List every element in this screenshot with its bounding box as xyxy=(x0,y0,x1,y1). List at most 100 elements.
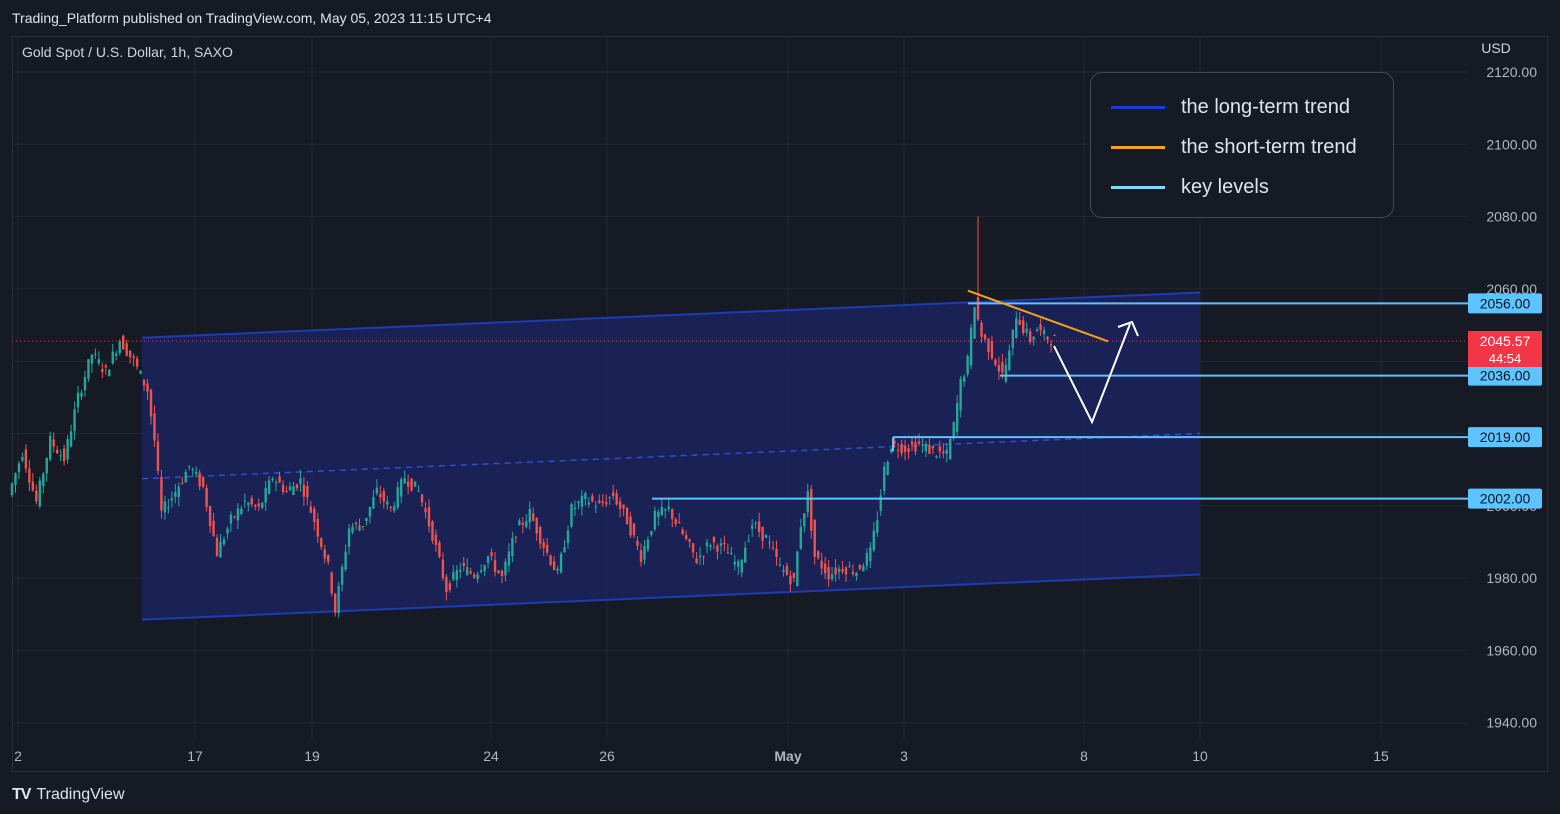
candle-body xyxy=(584,493,587,500)
candle-body xyxy=(587,502,591,505)
candle-body xyxy=(212,520,215,536)
candle-body xyxy=(101,369,104,372)
candle-body xyxy=(945,449,948,454)
candle-body xyxy=(309,506,313,513)
candle-body xyxy=(459,569,462,572)
candle-body xyxy=(330,572,333,594)
candle-body xyxy=(608,497,611,499)
candle-body xyxy=(643,545,646,560)
candle-body xyxy=(368,506,372,517)
candle-body xyxy=(42,473,45,487)
candle-body xyxy=(837,568,841,573)
candle-body xyxy=(611,492,615,497)
candle-body xyxy=(441,559,445,578)
key-level-label: 2056.00 xyxy=(1480,295,1531,311)
candle-body xyxy=(855,572,858,577)
candle-body xyxy=(323,549,326,559)
key-level-badge xyxy=(1468,427,1542,448)
candle-body xyxy=(942,451,945,454)
candle-body xyxy=(872,530,875,551)
channel-median-line xyxy=(141,432,1201,480)
candle-body xyxy=(990,340,994,359)
candle-body xyxy=(695,558,698,564)
candle-body xyxy=(198,472,201,487)
candle-body xyxy=(139,370,142,374)
candle-body xyxy=(896,449,900,451)
candle-body xyxy=(354,523,358,525)
candle-body xyxy=(521,522,525,525)
candle-body xyxy=(632,523,636,536)
candle-body xyxy=(650,531,653,536)
x-tick-label: 15 xyxy=(1373,748,1389,764)
candle-body xyxy=(181,483,184,485)
candle-body xyxy=(55,449,59,454)
candle-body xyxy=(351,526,354,533)
y-tick-label: 1940.00 xyxy=(1486,715,1537,731)
candle-body xyxy=(646,539,650,550)
candle-body xyxy=(486,556,490,564)
currency-label: USD xyxy=(1481,40,1511,56)
candle-body xyxy=(347,528,351,547)
candle-body xyxy=(466,567,469,575)
tradingview-logo[interactable]: TV TradingView xyxy=(12,786,125,804)
candle-body xyxy=(674,519,677,524)
candle-body xyxy=(490,552,493,557)
tradingview-brand-name: TradingView xyxy=(36,786,125,803)
candle-body xyxy=(396,487,399,508)
candle-body xyxy=(160,476,163,511)
key-level-label: 2019.00 xyxy=(1480,429,1531,445)
candle-body xyxy=(1025,328,1028,333)
candle-body xyxy=(618,501,622,509)
candle-body xyxy=(455,570,458,581)
candle-body xyxy=(1049,343,1053,346)
candle-body xyxy=(525,521,528,528)
candle-body xyxy=(664,509,667,511)
candle-body xyxy=(848,566,851,568)
candle-body xyxy=(1032,336,1035,340)
candle-body xyxy=(994,359,997,365)
short-term-trend-line xyxy=(967,289,1109,343)
candle-body xyxy=(52,439,55,447)
candle-body xyxy=(962,376,966,382)
candle-body xyxy=(511,538,514,556)
candle-body xyxy=(830,574,834,580)
candle-body xyxy=(750,525,754,529)
candle-body xyxy=(288,486,292,491)
candle-body xyxy=(1035,329,1039,332)
candle-body xyxy=(97,359,101,364)
legend-swatch-key-levels xyxy=(1111,185,1165,189)
candle-body xyxy=(365,518,368,522)
legend-item-long-term: the long-term trend xyxy=(1111,95,1350,119)
legend-item-key-levels: key levels xyxy=(1111,175,1269,199)
candle-body xyxy=(817,551,820,558)
candle-body xyxy=(201,477,205,487)
candle-body xyxy=(698,555,702,558)
candle-body xyxy=(170,498,174,501)
candle-body xyxy=(504,561,507,576)
candle-body xyxy=(931,446,935,449)
candle-body xyxy=(38,480,41,507)
candle-body xyxy=(125,343,128,356)
candle-body xyxy=(69,431,73,447)
candle-body xyxy=(796,551,799,587)
candle-body xyxy=(552,561,556,571)
candle-body xyxy=(132,356,135,359)
y-tick-label: 2080.00 xyxy=(1486,209,1537,225)
candle-body xyxy=(1004,365,1008,382)
candle-body xyxy=(254,505,257,507)
candle-body xyxy=(417,490,420,492)
candle-body xyxy=(625,507,629,525)
candle-body xyxy=(1046,336,1049,340)
candle-body xyxy=(236,508,240,521)
candle-body xyxy=(386,501,389,505)
candle-body xyxy=(1039,324,1042,330)
candle-body xyxy=(973,307,976,339)
candle-body xyxy=(928,444,931,454)
candle-body xyxy=(229,514,233,524)
candle-body xyxy=(1008,350,1011,371)
candle-body xyxy=(726,552,730,554)
candle-body xyxy=(764,535,768,538)
candle-body xyxy=(1042,330,1046,335)
candle-body xyxy=(907,448,910,453)
